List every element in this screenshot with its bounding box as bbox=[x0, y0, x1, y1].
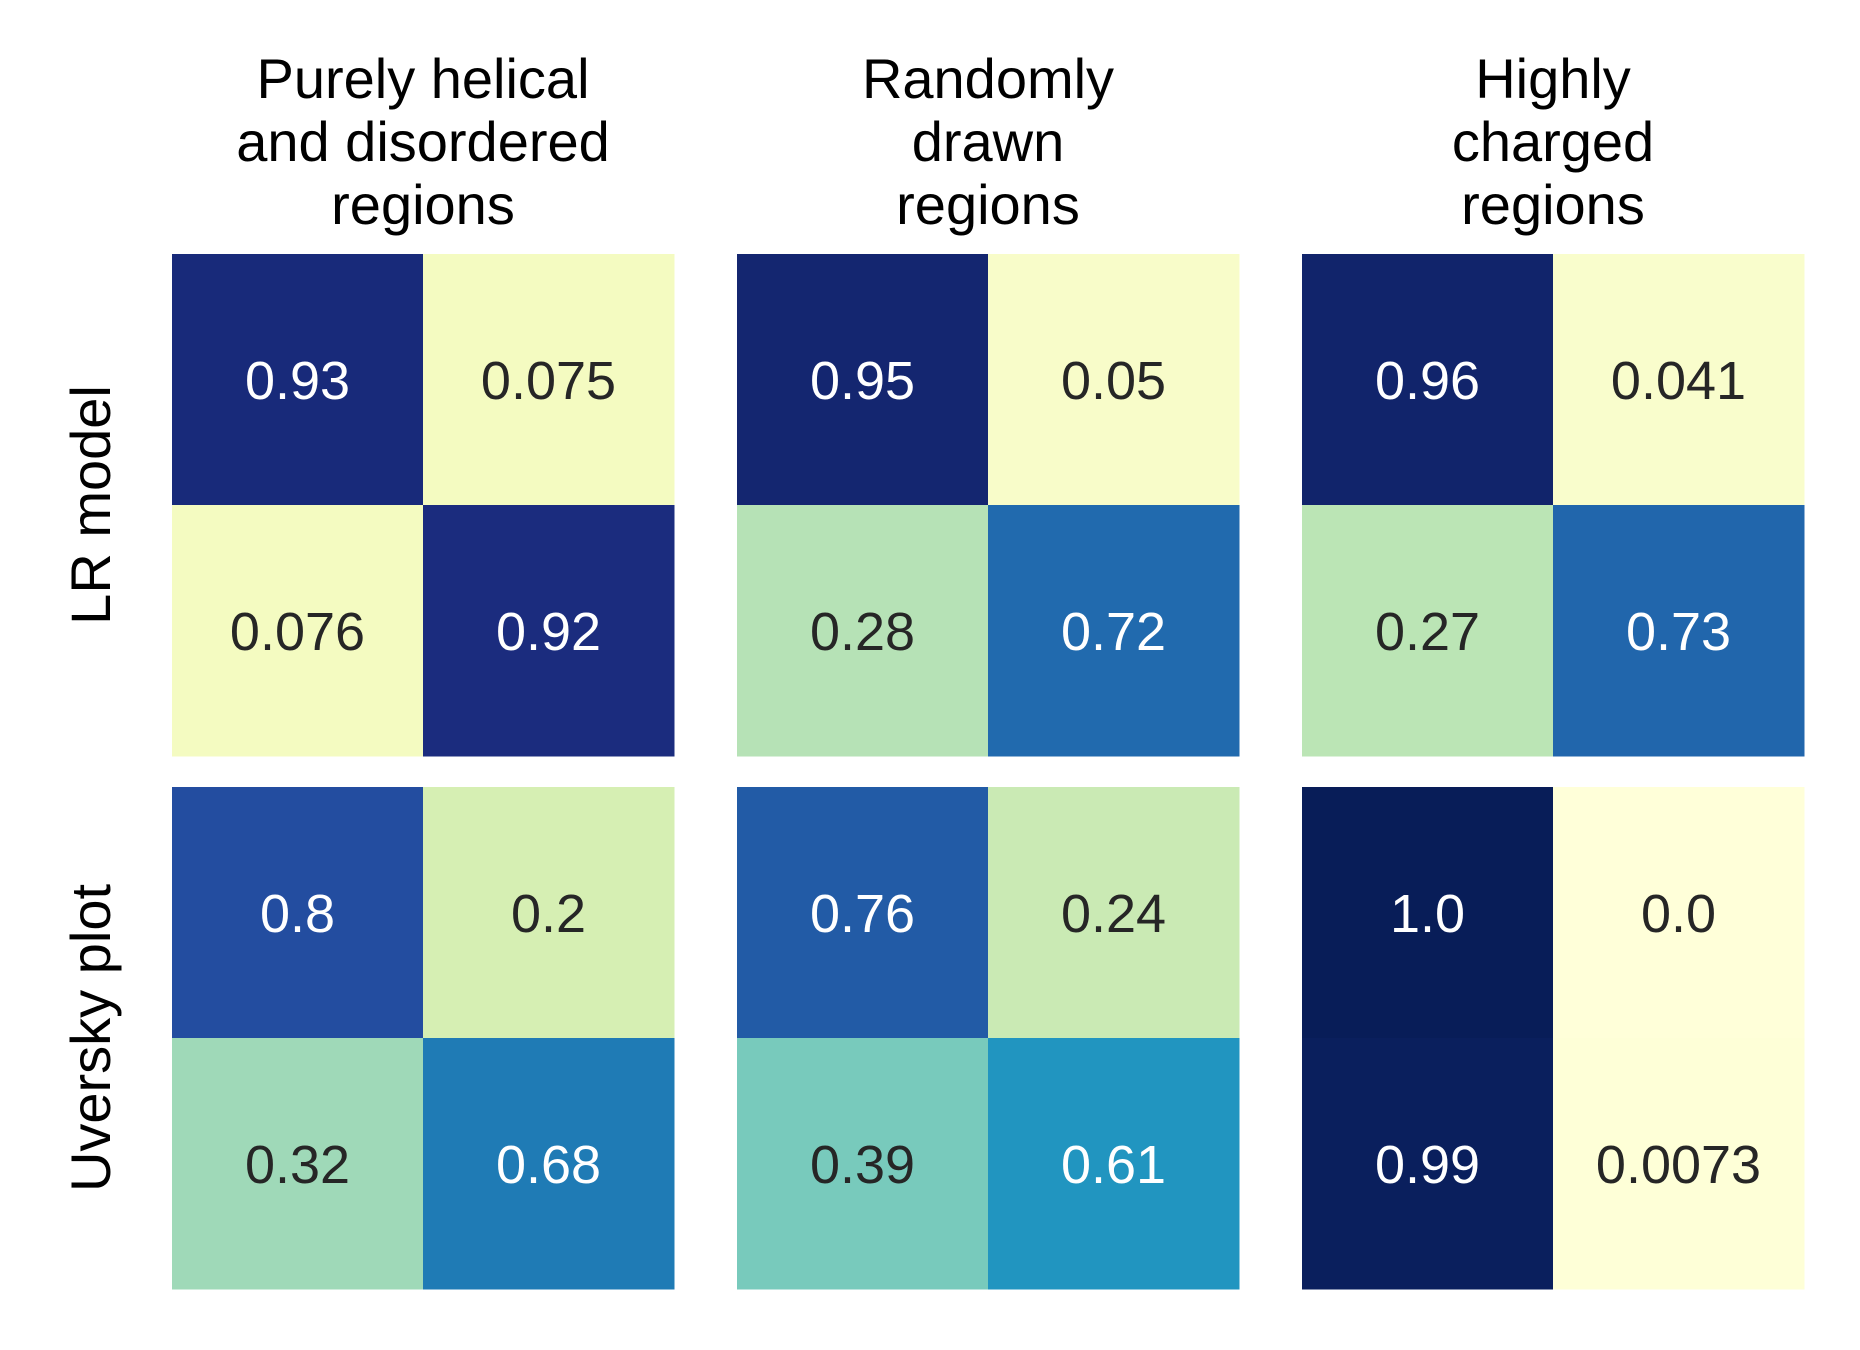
heatmap-cell bbox=[1302, 1038, 1554, 1290]
cell-value-label: 0.05 bbox=[1061, 351, 1166, 411]
heatmap-cell bbox=[172, 787, 424, 1039]
cell-value-label: 0.39 bbox=[810, 1135, 915, 1195]
cell-value-label: 0.041 bbox=[1611, 351, 1746, 411]
heatmap-cell bbox=[737, 1038, 989, 1290]
cell-value-label: 0.96 bbox=[1375, 351, 1480, 411]
column-title-1-line-2: and disordered bbox=[236, 110, 610, 173]
heatmap-panel-r1-c1: 0.93 0.075 0.076 0.92 bbox=[172, 254, 675, 757]
row-label-1: LR model bbox=[59, 385, 122, 625]
column-title-3-line-1: Highly bbox=[1475, 47, 1631, 110]
heatmap-cell bbox=[988, 1038, 1240, 1290]
cell-value-label: 0.95 bbox=[810, 351, 915, 411]
heatmap-cell bbox=[1302, 787, 1554, 1039]
heatmap-panel-r2-c2: 0.76 0.24 0.39 0.61 bbox=[737, 787, 1240, 1290]
heatmap-panel-r1-c3: 0.96 0.041 0.27 0.73 bbox=[1302, 254, 1805, 757]
heatmap-cell bbox=[423, 254, 675, 506]
heatmap-cell bbox=[172, 1038, 424, 1290]
cell-value-label: 0.075 bbox=[481, 351, 616, 411]
heatmap-cell bbox=[1553, 254, 1805, 506]
cell-value-label: 0.27 bbox=[1375, 602, 1480, 662]
cell-value-label: 0.72 bbox=[1061, 602, 1166, 662]
cell-value-label: 0.24 bbox=[1061, 884, 1166, 944]
heatmap-cell bbox=[1553, 505, 1805, 757]
heatmap-cell bbox=[988, 787, 1240, 1039]
row-labels: LR model Uversky plot bbox=[59, 385, 122, 1192]
column-title-2-line-3: regions bbox=[896, 173, 1080, 236]
cell-value-label: 0.32 bbox=[245, 1135, 350, 1195]
cell-value-label: 0.99 bbox=[1375, 1135, 1480, 1195]
column-title-1-line-3: regions bbox=[331, 173, 515, 236]
heatmap-cell bbox=[172, 505, 424, 757]
heatmap-panel-r1-c2: 0.95 0.05 0.28 0.72 bbox=[737, 254, 1240, 757]
heatmap-cell bbox=[1302, 505, 1554, 757]
cell-value-label: 0.28 bbox=[810, 602, 915, 662]
heatmap-cell bbox=[737, 787, 989, 1039]
column-title-1-line-1: Purely helical bbox=[256, 47, 589, 110]
heatmap-cell bbox=[172, 254, 424, 506]
cell-value-label: 0.076 bbox=[230, 602, 365, 662]
cell-value-label: 0.92 bbox=[496, 602, 601, 662]
heatmap-panel-r2-c3: 1.0 0.0 0.99 0.0073 bbox=[1302, 787, 1805, 1290]
heatmap-cell bbox=[423, 1038, 675, 1290]
cell-value-label: 0.2 bbox=[511, 884, 586, 944]
heatmap-cell bbox=[1553, 787, 1805, 1039]
heatmap-cell bbox=[1302, 254, 1554, 506]
cell-value-label: 1.0 bbox=[1390, 884, 1465, 944]
cell-value-label: 0.8 bbox=[260, 884, 335, 944]
heatmap-cell bbox=[1553, 1038, 1805, 1290]
cell-value-label: 0.76 bbox=[810, 884, 915, 944]
cell-value-label: 0.0 bbox=[1641, 884, 1716, 944]
column-title-3-line-3: regions bbox=[1461, 173, 1645, 236]
heatmap-cell bbox=[737, 254, 989, 506]
cell-value-label: 0.61 bbox=[1061, 1135, 1166, 1195]
column-title-3-line-2: charged bbox=[1452, 110, 1654, 173]
row-label-2: Uversky plot bbox=[59, 884, 122, 1193]
cell-value-label: 0.93 bbox=[245, 351, 350, 411]
heatmap-cell bbox=[423, 505, 675, 757]
heatmap-cell bbox=[988, 254, 1240, 506]
heatmap-cell bbox=[737, 505, 989, 757]
heatmap-cell bbox=[988, 505, 1240, 757]
column-title-2-line-2: drawn bbox=[912, 110, 1065, 173]
heatmap-cell bbox=[423, 787, 675, 1039]
cell-value-label: 0.73 bbox=[1626, 602, 1731, 662]
cell-value-label: 0.68 bbox=[496, 1135, 601, 1195]
heatmap-panel-r2-c1: 0.8 0.2 0.32 0.68 bbox=[172, 787, 675, 1290]
column-title-2-line-1: Randomly bbox=[862, 47, 1114, 110]
cell-value-label: 0.0073 bbox=[1596, 1135, 1761, 1195]
